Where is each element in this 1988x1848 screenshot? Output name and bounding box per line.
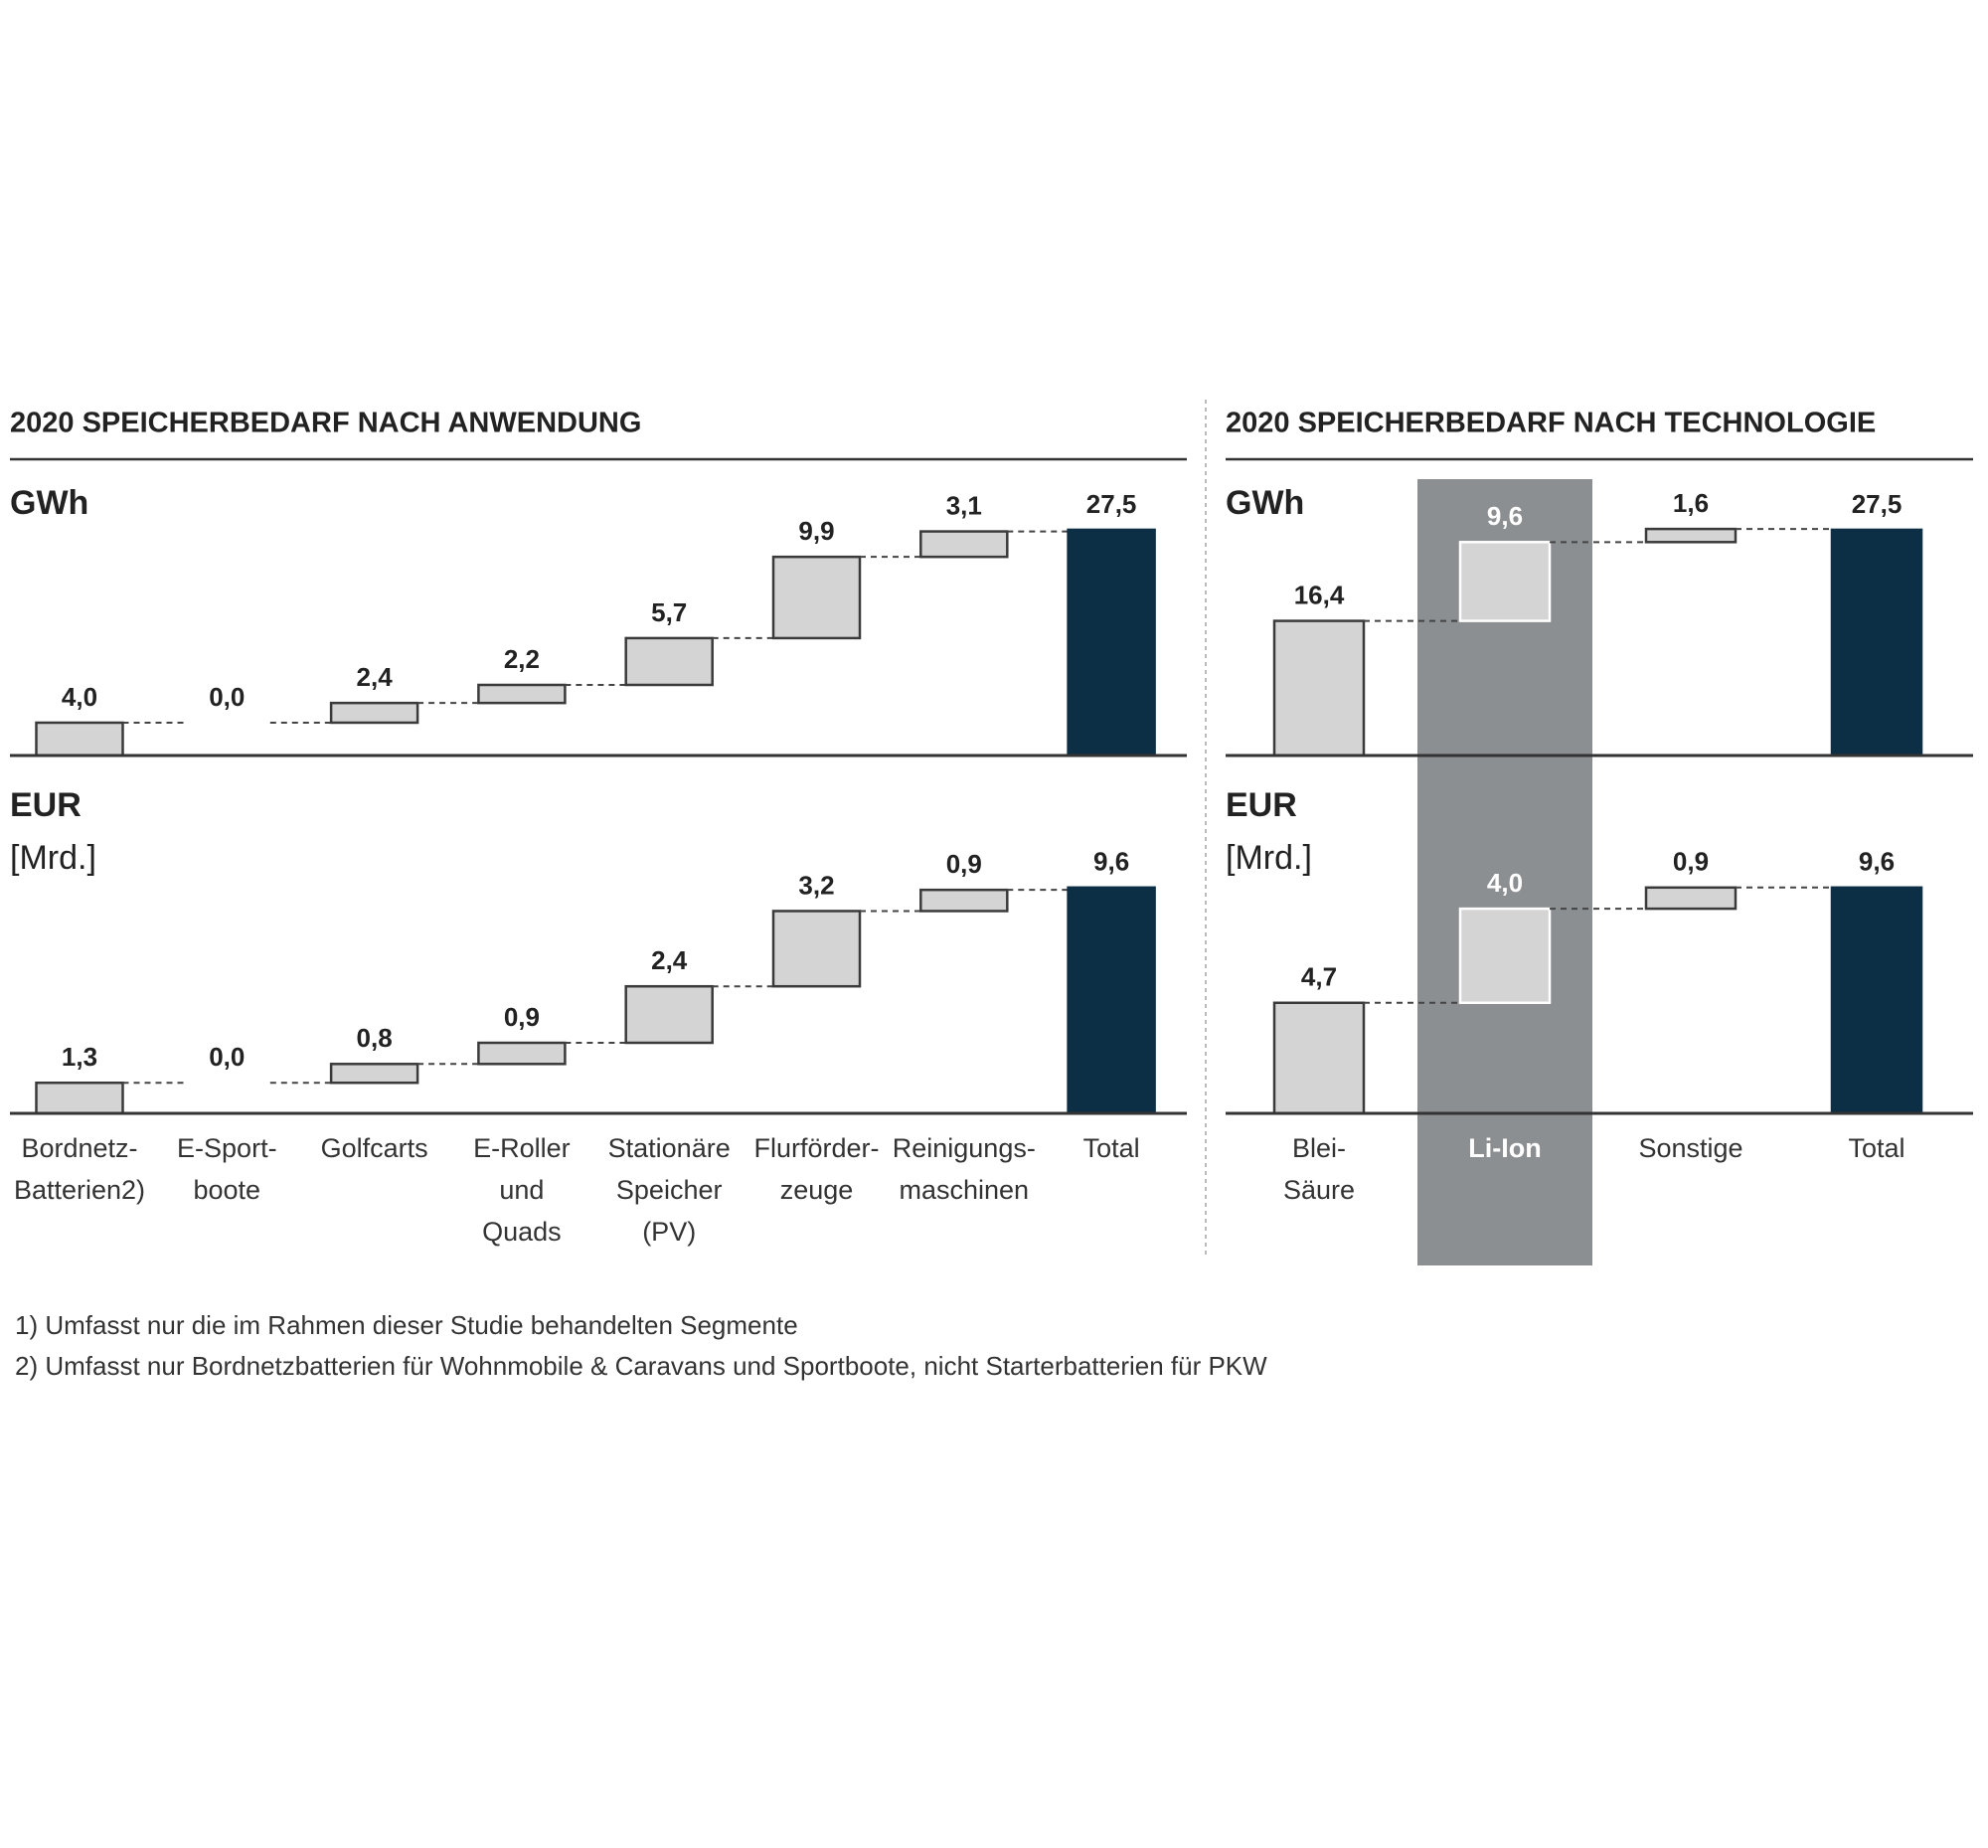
x-tick-label: E-Roller <box>473 1133 571 1163</box>
value-label: 0,0 <box>209 1042 245 1072</box>
value-label: 16,4 <box>1294 580 1345 609</box>
chart-title: 2020 SPEICHERBEDARF NACH TECHNOLOGIE <box>1226 408 1876 439</box>
value-label: 1,3 <box>62 1042 97 1072</box>
x-tick-label: Speicher <box>616 1175 723 1205</box>
bar <box>1644 527 1738 544</box>
total-bar <box>1067 528 1156 757</box>
x-tick-label: maschinen <box>900 1175 1030 1205</box>
value-label: 4,0 <box>1487 868 1523 898</box>
value-label: 2,4 <box>651 945 688 975</box>
bar <box>35 1081 124 1115</box>
footnote: 2) Umfasst nur Bordnetzbatterien für Woh… <box>15 1351 1267 1381</box>
total-bar <box>1830 886 1923 1115</box>
x-tick-label: (PV) <box>642 1217 696 1247</box>
total-bar <box>1067 886 1156 1115</box>
x-tick-label: Flurförder- <box>753 1133 879 1163</box>
x-tick-label: Total <box>1848 1133 1905 1163</box>
bar <box>919 530 1009 559</box>
bar <box>35 721 124 757</box>
x-tick-label: Sonstige <box>1638 1133 1742 1163</box>
y-axis-unit: [Mrd.] <box>10 839 96 877</box>
value-label: 2,2 <box>504 644 540 674</box>
x-tick-label: Li-Ion <box>1468 1133 1541 1163</box>
x-tick-label: Quads <box>482 1217 562 1247</box>
bar <box>329 1063 419 1085</box>
value-label: 5,7 <box>651 597 687 627</box>
bar <box>1644 886 1738 911</box>
y-axis-label: EUR <box>10 786 82 824</box>
bar <box>1458 541 1552 622</box>
value-label: 9,6 <box>1487 501 1523 531</box>
bar <box>1458 907 1552 1005</box>
x-tick-label: E-Sport- <box>177 1133 277 1163</box>
y-axis-unit: [Mrd.] <box>1226 839 1312 877</box>
value-label: 27,5 <box>1852 489 1903 519</box>
x-tick-label: Golfcarts <box>321 1133 428 1163</box>
chart-title: 2020 SPEICHERBEDARF NACH ANWENDUNG <box>10 408 641 439</box>
x-tick-label: boote <box>194 1175 261 1205</box>
total-bar <box>1830 528 1923 757</box>
y-axis-label: GWh <box>10 484 88 522</box>
bar <box>477 1041 567 1066</box>
bar <box>477 683 567 705</box>
x-tick-label: Säure <box>1283 1175 1355 1205</box>
x-tick-label: zeuge <box>780 1175 854 1205</box>
bar <box>1272 619 1366 757</box>
bar <box>624 984 714 1045</box>
x-tick-label: Stationäre <box>608 1133 731 1163</box>
bar <box>624 636 714 687</box>
bar <box>771 910 862 988</box>
value-label: 0,9 <box>1673 847 1709 877</box>
x-tick-label: Total <box>1083 1133 1140 1163</box>
y-axis-label: EUR <box>1226 786 1297 824</box>
x-tick-label: Bordnetz- <box>21 1133 137 1163</box>
value-label: 9,9 <box>798 516 834 546</box>
footnote: 1) Umfasst nur die im Rahmen dieser Stud… <box>15 1310 798 1340</box>
value-label: 0,0 <box>209 682 245 712</box>
bar <box>1272 1001 1366 1115</box>
x-tick-label: Blei- <box>1292 1133 1346 1163</box>
x-tick-label: Batterien2) <box>14 1175 145 1205</box>
value-label: 3,2 <box>798 870 834 900</box>
bar <box>919 888 1009 913</box>
value-label: 1,6 <box>1673 488 1709 518</box>
value-label: 2,4 <box>357 662 394 692</box>
value-label: 0,9 <box>946 849 982 879</box>
bar <box>329 701 419 725</box>
value-label: 9,6 <box>1093 847 1129 877</box>
value-label: 0,9 <box>504 1002 540 1032</box>
value-label: 4,0 <box>62 682 97 712</box>
y-axis-label: GWh <box>1226 484 1304 522</box>
value-label: 9,6 <box>1859 847 1895 877</box>
x-tick-label: Reinigungs- <box>893 1133 1036 1163</box>
value-label: 0,8 <box>357 1023 393 1053</box>
bar <box>771 555 862 640</box>
value-label: 4,7 <box>1301 962 1337 992</box>
x-tick-label: und <box>499 1175 544 1205</box>
value-label: 3,1 <box>946 490 982 520</box>
value-label: 27,5 <box>1086 489 1137 519</box>
